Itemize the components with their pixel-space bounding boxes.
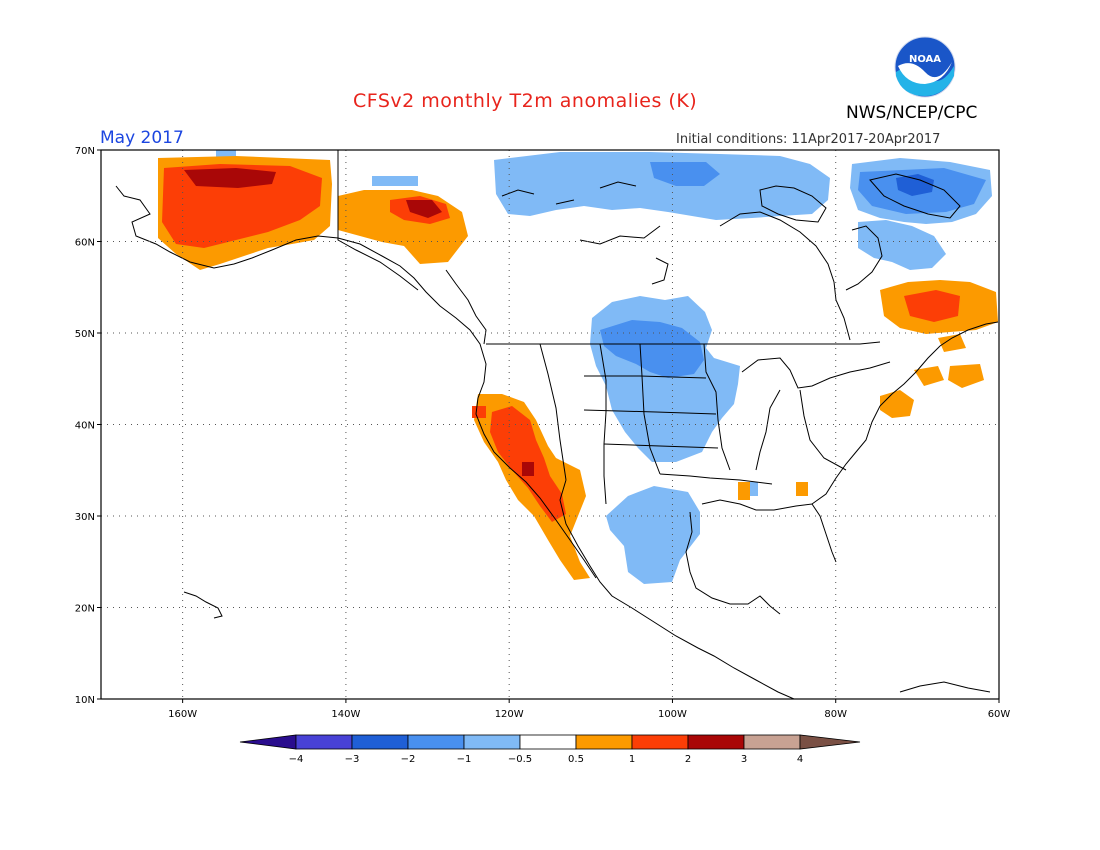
colorbar-label-9: 4 — [797, 754, 803, 765]
anomaly-area-16 — [880, 390, 914, 418]
colorbar-box-7 — [687, 734, 745, 750]
colorbar-label-3: −1 — [457, 754, 472, 765]
anomaly-area-5 — [372, 176, 418, 186]
colorbar-label-7: 2 — [685, 754, 691, 765]
coastline-5 — [486, 341, 881, 345]
colorbar-label-6: 1 — [629, 754, 635, 765]
anomaly-area-20 — [738, 482, 750, 500]
anomaly-area-8 — [600, 320, 704, 378]
coastline-19 — [579, 225, 661, 245]
coastline-13 — [755, 389, 781, 471]
anomaly-area-19 — [938, 334, 966, 352]
lon-tick-label--160: 160W — [168, 709, 197, 720]
coastline-10 — [659, 473, 773, 485]
noaa-logo-text: NOAA — [909, 54, 941, 65]
anomaly-area-27 — [184, 168, 276, 188]
coastline-15 — [445, 269, 487, 345]
coastline-14 — [799, 389, 847, 471]
agency-label: NWS/NCEP/CPC — [846, 103, 978, 123]
colorbar-box-3 — [463, 734, 521, 750]
coastline-17 — [719, 211, 851, 341]
colorbar-box-1 — [351, 734, 409, 750]
anomaly-area-9 — [650, 162, 720, 186]
anomaly-area-1 — [606, 486, 700, 584]
coastline-22 — [759, 185, 827, 223]
coastline-21 — [501, 181, 637, 205]
coastline-20 — [651, 257, 669, 285]
colorbar-label-1: −3 — [345, 754, 360, 765]
colorbar-arrow-left — [239, 734, 297, 750]
anomaly-fill-layer — [158, 150, 998, 584]
anomaly-area-21 — [796, 482, 808, 496]
colorbar-box-6 — [631, 734, 689, 750]
coastline-18 — [845, 225, 883, 291]
colorbar-arrow-right — [799, 734, 861, 750]
coastline-16 — [337, 150, 419, 291]
colorbar-box-4 — [519, 734, 577, 750]
map-title: CFSv2 monthly T2m anomalies (K) — [353, 90, 698, 112]
coastline-6 — [539, 343, 567, 481]
anomaly-area-29 — [522, 462, 534, 476]
lon-tick-label--80: 80W — [824, 709, 847, 720]
colorbar-label-4: −0.5 — [508, 754, 532, 765]
forecast-month: May 2017 — [100, 128, 184, 148]
lat-tick-label-50: 50N — [75, 329, 95, 340]
anomaly-area-25 — [904, 290, 960, 322]
coastline-24 — [183, 591, 223, 619]
noaa-logo: NOAA — [894, 36, 956, 98]
colorbar-label-2: −2 — [401, 754, 416, 765]
lon-tick-label--140: 140W — [331, 709, 360, 720]
coastline-25 — [899, 681, 991, 693]
colorbar-label-5: 0.5 — [568, 754, 584, 765]
colorbar-box-5 — [575, 734, 633, 750]
coastline-8 — [639, 343, 661, 475]
anomaly-area-11 — [896, 174, 934, 196]
coastline-2 — [685, 511, 781, 615]
colorbar-label-8: 3 — [741, 754, 747, 765]
anomaly-area-0 — [590, 296, 740, 462]
colorbar-box-8 — [743, 734, 801, 750]
initial-conditions: Initial conditions: 11Apr2017-20Apr2017 — [676, 132, 941, 147]
anomaly-area-26 — [472, 406, 486, 418]
coastline-12 — [741, 357, 891, 389]
colorbar-label-0: −4 — [289, 754, 304, 765]
anomaly-area-28 — [406, 200, 442, 218]
lat-tick-label-20: 20N — [75, 604, 95, 615]
colorbar-box-0 — [295, 734, 353, 750]
anomaly-area-2 — [494, 152, 830, 220]
coastline-9 — [583, 375, 719, 449]
coastline-3 — [701, 499, 837, 563]
coastline-11 — [703, 343, 731, 471]
coastline-0 — [115, 185, 597, 579]
anomaly-area-17 — [914, 366, 944, 386]
coastline-23 — [869, 173, 961, 219]
lat-tick-label-60: 60N — [75, 238, 95, 249]
colorbar-box-2 — [407, 734, 465, 750]
lat-tick-label-10: 10N — [75, 695, 95, 706]
axis-ticks: 70N 60N 50N 40N 30N 20N 10N 160W 140W 120W 100W 80W… — [75, 146, 1011, 720]
lon-tick-label--120: 120W — [495, 709, 524, 720]
coastlines — [115, 150, 999, 699]
lon-tick-label--60: 60W — [988, 709, 1011, 720]
colorbar: −4 −3 −2 −1 −0.5 0.5 1 2 3 4 — [239, 734, 861, 765]
lat-tick-label-40: 40N — [75, 421, 95, 432]
anomaly-area-18 — [948, 364, 984, 388]
anomaly-area-4 — [858, 220, 946, 270]
coastline-7 — [599, 343, 607, 505]
lat-tick-label-70: 70N — [75, 146, 95, 157]
lon-tick-label--100: 100W — [658, 709, 687, 720]
coastline-1 — [559, 479, 795, 699]
lat-tick-label-30: 30N — [75, 512, 95, 523]
